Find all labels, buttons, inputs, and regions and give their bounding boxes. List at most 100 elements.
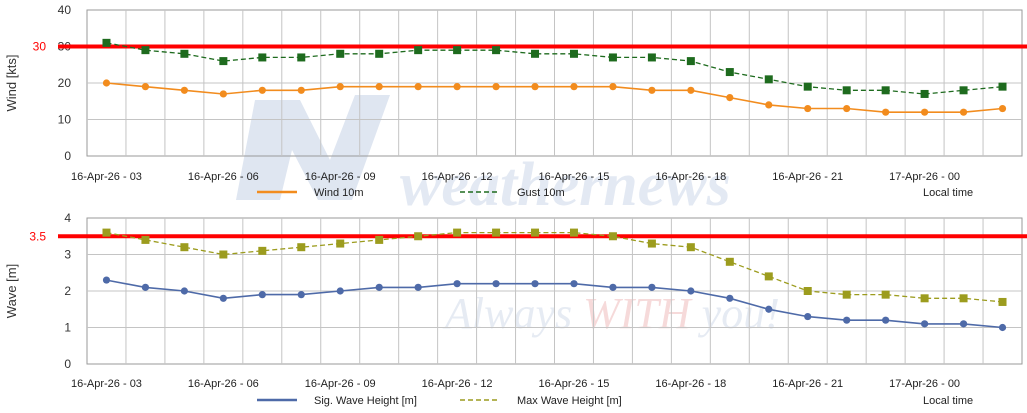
wind-series-1-point	[998, 82, 1007, 91]
wind-series-1-point	[102, 38, 111, 47]
wave-series-1-point	[219, 250, 228, 259]
wind-series-1-point	[803, 82, 812, 91]
wave-series-1-point	[258, 246, 267, 255]
wind-series-1-point	[959, 86, 968, 95]
wind-series-1-point	[141, 46, 150, 55]
wave-series-0-point	[882, 316, 890, 324]
wind-series-1-point	[180, 49, 189, 58]
wind-series-0-point	[180, 86, 188, 94]
wind-series-0-point	[843, 104, 851, 113]
wave-series-line-0	[106, 279, 1003, 329]
wave-series-1-point	[531, 228, 540, 237]
wind-series-1-point	[219, 57, 228, 66]
wave-series-1-point	[453, 228, 462, 237]
wave-x-tick-label: 16-Apr-26 - 03	[71, 378, 142, 390]
wave-x-tick-label: 16-Apr-26 - 18	[655, 378, 726, 390]
wind-series-0-point	[765, 101, 773, 109]
watermark-tagline-c: you!	[691, 289, 780, 338]
wind-series-1-point	[414, 46, 423, 55]
wave-series-0-point	[375, 283, 383, 291]
wave-series-0-point	[453, 280, 461, 288]
wind-series-1-point	[531, 49, 540, 58]
wind-series-1-point	[569, 49, 578, 58]
wave-series-0-point	[102, 276, 111, 284]
wind-series-1-point	[375, 49, 384, 58]
wind-threshold-label: 30	[33, 40, 47, 54]
wave-series-1-point	[959, 294, 968, 303]
wave-series-1-point	[764, 272, 773, 281]
wave-series-0-point	[414, 283, 422, 291]
wave-series-0-point	[687, 287, 695, 295]
wind-series-0-point	[959, 108, 968, 116]
wave-series-0-point	[141, 283, 150, 291]
wave-legend-label-1: Max Wave Height [m]	[517, 395, 622, 407]
wind-y-tick-label: 40	[58, 3, 72, 17]
wind-series-0-point	[141, 83, 150, 91]
wind-x-tick-label: 16-Apr-26 - 03	[71, 171, 142, 183]
wind-x-tick-label: 17-Apr-26 - 00	[889, 171, 960, 183]
wave-series-1-point	[842, 290, 851, 299]
wind-series-0-point	[531, 83, 539, 91]
wind-y-tick-label: 10	[58, 113, 72, 127]
watermark-tagline-a: Always	[442, 289, 583, 338]
wind-series-0-point	[921, 108, 929, 116]
watermark-brand: weathernews	[400, 151, 731, 219]
wind-series-1-point	[920, 89, 929, 98]
wave-series-0-point	[570, 280, 578, 288]
wind-y-axis-label: Wind [kts]	[4, 54, 19, 111]
wave-series-0-point	[336, 287, 344, 295]
watermark-tagline: Always WITH you!	[442, 289, 780, 338]
wind-series-0-point	[726, 94, 734, 102]
wave-x-tick-label: 16-Apr-26 - 15	[539, 378, 610, 390]
wind-x-tick-label: 16-Apr-26 - 18	[655, 171, 726, 183]
wind-series-0-point	[648, 86, 656, 94]
wind-series-1-point	[492, 46, 501, 55]
wave-series-1-point	[647, 239, 656, 248]
watermark: weathernews Always WITH you!	[236, 95, 780, 338]
wind-series-1-point	[608, 53, 617, 62]
wave-series-1-point	[297, 243, 306, 252]
wind-series-0-point	[882, 108, 890, 116]
wave-y-tick-label: 1	[64, 321, 71, 335]
wind-series-0-point	[492, 83, 500, 91]
wind-series-1-point	[297, 53, 306, 62]
wind-series-0-point	[687, 86, 695, 94]
wave-series-0-point	[959, 320, 968, 328]
wind-series-1-point	[686, 57, 695, 66]
wave-series-0-point	[804, 312, 812, 321]
wind-series-1-point	[842, 86, 851, 95]
wave-y-axis-label: Wave [m]	[4, 264, 19, 318]
wind-series-line-0	[106, 82, 1003, 113]
wind-series-0-point	[453, 83, 461, 91]
wind-y-tick-label: 20	[58, 76, 72, 90]
wave-x-tick-label: 16-Apr-26 - 12	[422, 378, 493, 390]
wave-series-1-point	[336, 239, 345, 248]
wave-series-1-point	[803, 287, 812, 295]
wave-series-0-point	[921, 320, 929, 328]
wave-series-0-point	[726, 294, 734, 302]
wind-series-1-point	[764, 75, 773, 84]
wave-series-0-point	[765, 305, 773, 313]
wave-series-1-point	[414, 232, 423, 241]
wave-series-1-point	[375, 235, 384, 244]
wave-series-0-point	[258, 291, 266, 299]
wave-series-1-point	[141, 235, 150, 244]
wave-y-tick-label: 0	[64, 357, 71, 371]
wind-chart: 0 10 20 30 40 Wind [kts] 16-Apr-26 - 03 16-Apr-…	[4, 3, 1027, 199]
wave-x-tick-label: 17-Apr-26 - 00	[889, 378, 960, 390]
wave-series-line-1	[106, 231, 1003, 303]
wave-series-0-point	[609, 283, 617, 291]
wind-y-tick-label: 0	[64, 149, 71, 163]
wave-x-tick-label: 16-Apr-26 - 21	[772, 378, 843, 390]
wind-x-tick-label: 16-Apr-26 - 06	[188, 171, 259, 183]
wind-x-tick-label: 16-Apr-26 - 21	[772, 171, 843, 183]
wind-series-line-1	[106, 42, 1003, 95]
wave-series-1-point	[102, 228, 111, 237]
wind-x-tick-label: 16-Apr-26 - 09	[305, 171, 376, 183]
wave-legend-note: Local time	[923, 395, 973, 407]
wind-series-0-point	[102, 79, 111, 87]
wave-y-tick-label: 4	[64, 211, 71, 225]
wave-series-0-point	[998, 323, 1007, 332]
wind-series-0-point	[375, 83, 383, 91]
